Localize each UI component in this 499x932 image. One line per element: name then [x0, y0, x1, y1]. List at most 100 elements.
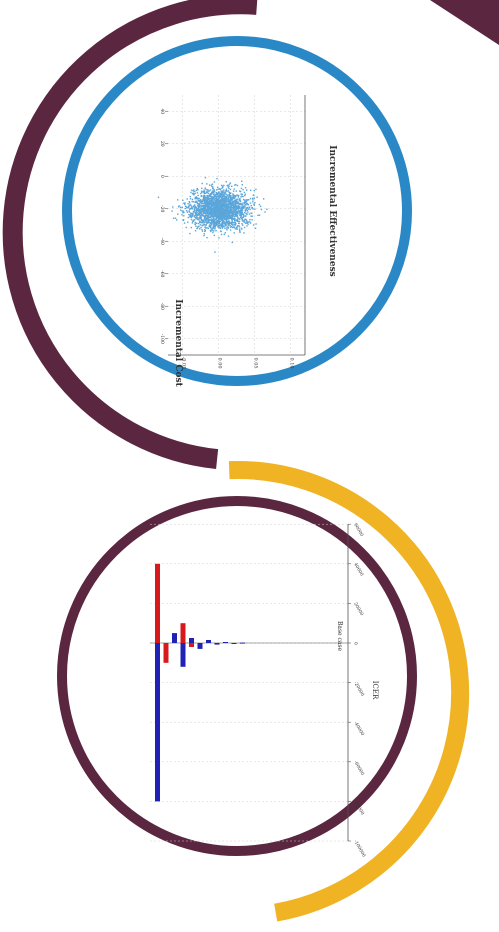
- scatter-point: [227, 222, 229, 224]
- scatter-point: [211, 218, 213, 220]
- scatter-point: [207, 222, 210, 224]
- scatter-point: [248, 208, 250, 210]
- scatter-point: [200, 202, 203, 204]
- scatter-point: [219, 220, 221, 222]
- scatter-point: [213, 228, 215, 230]
- scatter-point: [195, 216, 198, 218]
- scatter-point: [225, 211, 227, 213]
- scatter-point: [194, 201, 197, 203]
- scatter-point: [217, 211, 219, 214]
- scatter-point: [222, 217, 224, 219]
- scatter-point: [189, 232, 191, 235]
- scatter-point: [232, 204, 234, 206]
- scatter-point: [189, 216, 191, 218]
- scatter-point: [232, 202, 234, 204]
- scatter-point: [186, 198, 188, 200]
- scatter-point: [232, 218, 235, 220]
- scatter-point: [204, 204, 206, 207]
- scatter-point: [193, 211, 195, 213]
- scatter-point: [184, 207, 186, 210]
- scatter-point: [204, 224, 206, 226]
- tornado-bar-red: [189, 643, 194, 647]
- scatter-point: [235, 210, 238, 212]
- scatter-point: [232, 194, 235, 196]
- scatter-point: [212, 190, 214, 192]
- scatter-y-tick-label: -60: [159, 270, 165, 277]
- scatter-point: [220, 184, 223, 187]
- scatter-point: [226, 198, 228, 200]
- scatter-point: [208, 220, 210, 222]
- scatter-point: [235, 213, 237, 215]
- scatter-point: [239, 206, 241, 208]
- scatter-point: [221, 190, 223, 192]
- scatter-y-tick-label: -100: [159, 334, 165, 344]
- scatter-point: [224, 204, 227, 207]
- scatter-point: [208, 198, 211, 200]
- scatter-point: [205, 227, 207, 229]
- scatter-point: [194, 216, 196, 218]
- scatter-point: [237, 210, 240, 212]
- scatter-y-tick-label: -80: [159, 303, 165, 310]
- scatter-point: [237, 205, 239, 208]
- scatter-point: [220, 204, 222, 206]
- scatter-point: [234, 202, 237, 204]
- scatter-point: [219, 196, 222, 198]
- scatter-point: [219, 192, 221, 195]
- scatter-point: [237, 203, 240, 205]
- scatter-point: [194, 197, 197, 199]
- scatter-point: [220, 211, 222, 214]
- scatter-point: [221, 207, 224, 209]
- scatter-point: [217, 203, 219, 205]
- scatter-point: [218, 227, 220, 229]
- scatter-point: [248, 206, 251, 208]
- scatter-point: [208, 226, 211, 228]
- scatter-point: [216, 186, 219, 188]
- scatter-point: [222, 200, 224, 203]
- scatter-point: [233, 196, 235, 199]
- scatter-point: [231, 201, 233, 203]
- scatter-point: [209, 224, 211, 226]
- scatter-point: [251, 212, 253, 214]
- top-outer-ring-arc: [2, 0, 258, 470]
- scatter-point: [224, 227, 226, 229]
- scatter-point: [253, 197, 256, 199]
- scatter-point: [204, 203, 207, 205]
- scatter-point: [240, 204, 242, 206]
- scatter-point: [226, 216, 228, 218]
- scatter-point: [199, 228, 201, 230]
- scatter-point: [216, 212, 218, 215]
- scatter-point: [225, 227, 228, 229]
- scatter-point: [237, 205, 239, 207]
- scatter-point: [240, 213, 242, 215]
- scatter-point: [232, 212, 234, 214]
- scatter-point: [191, 198, 194, 201]
- scatter-point: [212, 187, 214, 190]
- scatter-point: [217, 195, 220, 197]
- scatter-point: [218, 206, 220, 208]
- scatter-point: [201, 229, 203, 231]
- scatter-point: [201, 224, 203, 226]
- scatter-point: [223, 199, 226, 201]
- scatter-point: [204, 188, 207, 190]
- scatter-points: [157, 177, 268, 253]
- scatter-point: [181, 214, 183, 216]
- scatter-point: [196, 209, 198, 211]
- scatter-point: [204, 215, 207, 217]
- scatter-point: [241, 224, 244, 226]
- scatter-point: [206, 203, 208, 205]
- scatter-point: [198, 200, 200, 202]
- scatter-point: [208, 216, 210, 218]
- scatter-point: [233, 224, 236, 226]
- scatter-point: [201, 187, 203, 189]
- scatter-point: [209, 218, 211, 220]
- scatter-point: [244, 187, 247, 189]
- tornado-bars: [155, 563, 245, 802]
- scatter-point: [225, 210, 227, 212]
- tornado-bar-blue: [180, 643, 186, 667]
- scatter-point: [211, 220, 213, 222]
- scatter-point: [220, 205, 222, 208]
- scatter-point: [184, 202, 186, 204]
- scatter-point: [235, 214, 237, 216]
- scatter-point: [226, 207, 228, 209]
- scatter-point: [244, 209, 246, 211]
